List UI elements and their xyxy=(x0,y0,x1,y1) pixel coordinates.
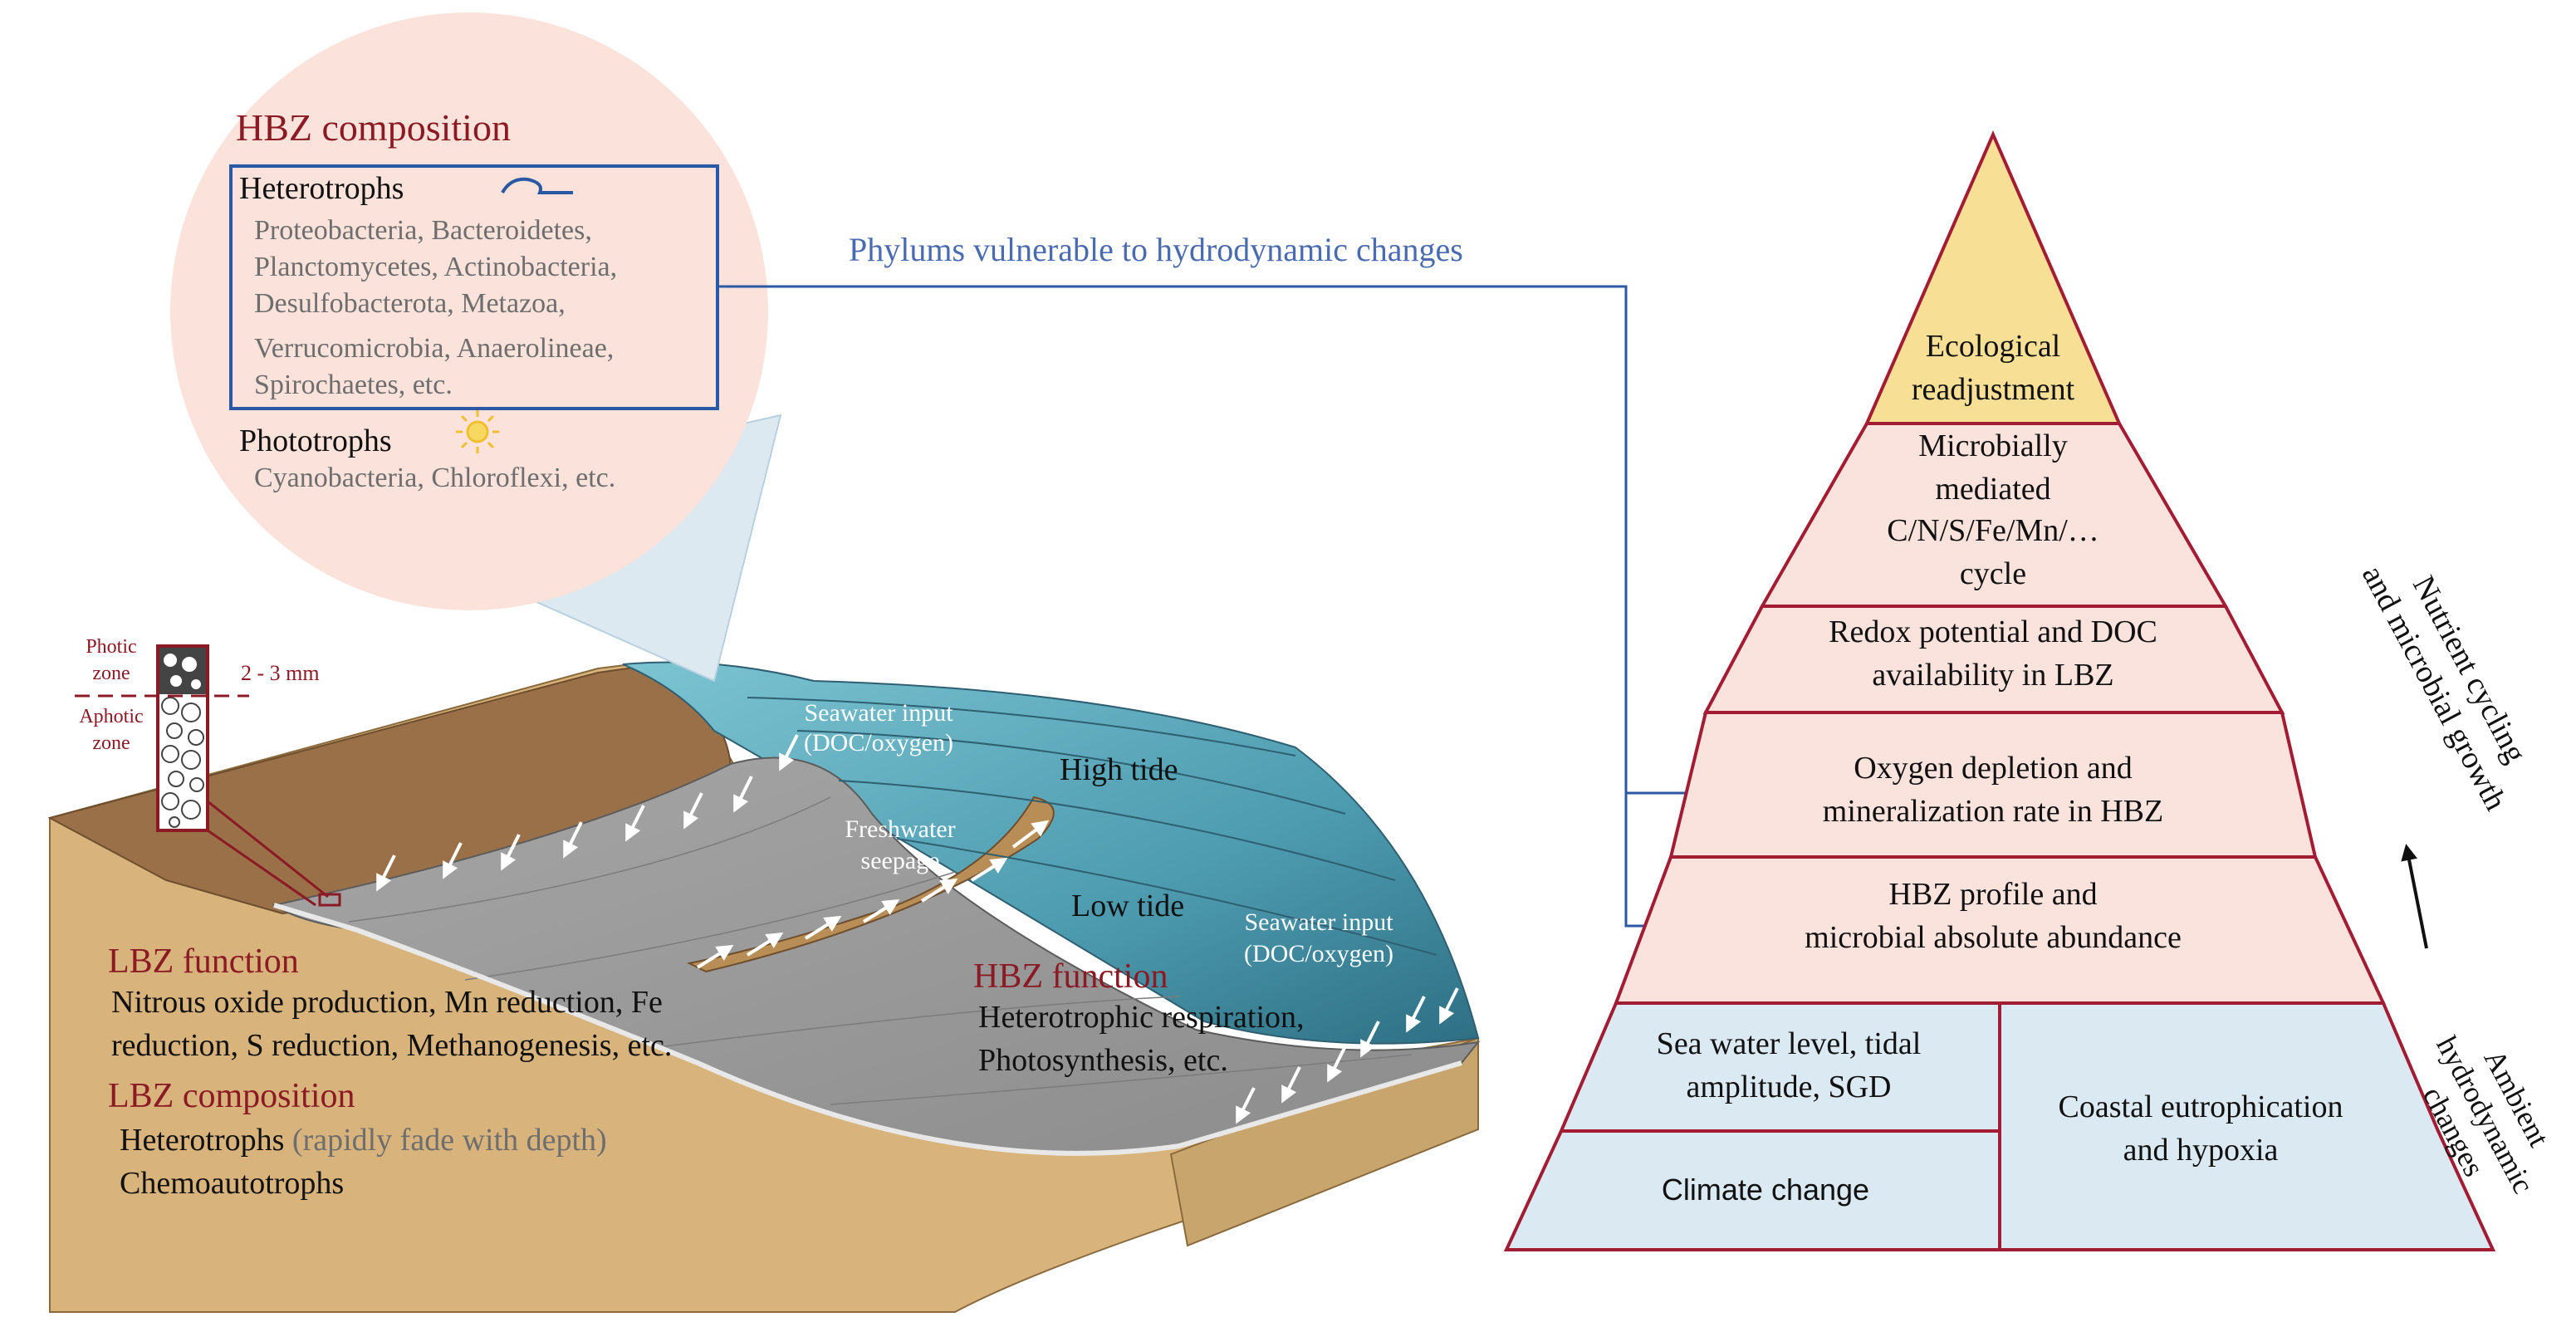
lbz-function-line-2: reduction, S reduction, Methanogenesis, … xyxy=(111,1028,672,1065)
hbz-function-title: HBZ function xyxy=(973,957,1168,996)
seawater-input-right-2: (DOC/oxygen) xyxy=(1244,940,1393,969)
photic-label-2: zone xyxy=(92,663,130,686)
heterotrophs-line-5: Spirochaetes, etc. xyxy=(254,369,453,401)
seawater-input-top-2: (DOC/oxygen) xyxy=(804,729,953,758)
pyramid-top-line-1: Ecological xyxy=(1926,329,2060,365)
core-depth-label: 2 - 3 mm xyxy=(241,661,320,686)
pyramid-top-line-2: readjustment xyxy=(1912,372,2074,409)
base-left-bottom-label: Climate change xyxy=(1662,1173,1869,1207)
heterotrophs-line-1: Proteobacteria, Bacteroidetes, xyxy=(254,214,592,247)
pyramid-level3-line-2: availability in LBZ xyxy=(1872,658,2113,694)
lbz-composition-title: LBZ composition xyxy=(108,1076,355,1116)
base-right-line-2: and hypoxia xyxy=(2123,1133,2279,1169)
seawater-input-top-1: Seawater input xyxy=(804,699,953,728)
heterotrophs-heading: Heterotrophs xyxy=(239,171,404,208)
hbz-function-line-1: Heterotrophic respiration, xyxy=(978,1000,1305,1036)
lbz-chemoautotrophs: Chemoautotrophs xyxy=(120,1166,344,1202)
pyramid-level4-line-1: Oxygen depletion and xyxy=(1854,751,2133,787)
heterotrophs-line-2: Planctomycetes, Actinobacteria, xyxy=(254,251,617,283)
lbz-heterotrophs-line: Heterotrophs (rapidly fade with depth) xyxy=(120,1123,607,1159)
photic-label-1: Photic xyxy=(86,636,136,659)
lbz-heterotrophs-note: (rapidly fade with depth) xyxy=(292,1123,607,1158)
freshwater-label-1: Freshwater xyxy=(845,815,955,845)
pyramid-base-left-top xyxy=(1561,1003,2000,1131)
base-left-top-line-2: amplitude, SGD xyxy=(1687,1070,1892,1106)
lbz-heterotrophs: Heterotrophs xyxy=(120,1123,284,1158)
freshwater-label-2: seepage xyxy=(861,847,940,876)
pyramid-level3-line-1: Redox potential and DOC xyxy=(1829,614,2157,651)
pyramid-level4-line-2: mineralization rate in HBZ xyxy=(1823,794,2163,830)
pyramid-level5-line-1: HBZ profile and xyxy=(1888,877,2097,913)
pyramid-level5-line-2: microbial absolute abundance xyxy=(1805,920,2182,957)
pyramid-level2-line-4: cycle xyxy=(1960,556,2026,593)
pyramid-level2-line-3: C/N/S/Fe/Mn/… xyxy=(1887,513,2099,550)
phototrophs-line: Cyanobacteria, Chloroflexi, etc. xyxy=(254,462,615,494)
lbz-function-title: LBZ function xyxy=(108,942,299,982)
high-tide-label: High tide xyxy=(1060,752,1178,789)
hbz-composition-title: HBZ composition xyxy=(236,106,511,150)
sun-icon xyxy=(456,410,499,453)
seawater-input-right-1: Seawater input xyxy=(1244,908,1393,938)
base-right-line-1: Coastal eutrophication xyxy=(2059,1089,2343,1126)
aphotic-label-1: Aphotic xyxy=(79,706,143,729)
base-left-top-line-1: Sea water level, tidal xyxy=(1657,1026,1922,1063)
phototrophs-heading: Phototrophs xyxy=(239,424,392,460)
lbz-function-line-1: Nitrous oxide production, Mn reduction, … xyxy=(111,985,663,1021)
connector-label: Phylums vulnerable to hydrodynamic chang… xyxy=(849,231,1463,269)
low-tide-label: Low tide xyxy=(1071,889,1184,925)
pyramid-level2-line-1: Microbially xyxy=(1918,428,2067,465)
heterotrophs-line-3: Desulfobacterota, Metazoa, xyxy=(254,287,566,320)
heterotrophs-line-4: Verrucomicrobia, Anaerolineae, xyxy=(254,332,614,365)
aphotic-label-2: zone xyxy=(92,732,130,756)
hbz-function-line-2: Photosynthesis, etc. xyxy=(978,1043,1228,1080)
upward-arrow xyxy=(2407,847,2427,948)
pyramid-level2-line-2: mediated xyxy=(1935,472,2050,508)
